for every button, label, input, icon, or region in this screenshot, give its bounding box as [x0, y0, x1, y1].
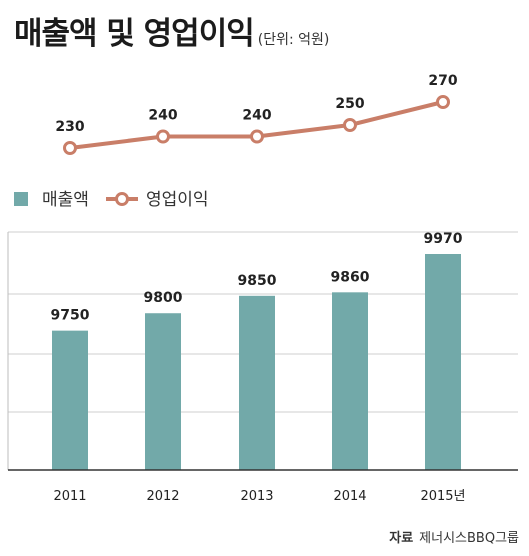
revenue-bar: [332, 292, 368, 470]
revenue-bar: [425, 254, 461, 470]
x-tick-label: 2014: [333, 489, 366, 504]
revenue-label: 9860: [331, 269, 370, 285]
profit-label: 270: [428, 73, 457, 89]
revenue-bar: [52, 330, 88, 470]
profit-label: 250: [335, 96, 364, 112]
legend-profit-label: 영업이익: [146, 190, 209, 210]
x-tick-label: 2012: [146, 489, 179, 504]
chart-title: 매출액 및 영업이익 (단위: 억원): [14, 8, 329, 53]
profit-label: 240: [242, 108, 271, 124]
legend-revenue-label: 매출액: [42, 190, 89, 210]
source-note: 자료 제너시스BBQ그룹: [389, 527, 519, 546]
x-tick-label: 2015년: [420, 489, 465, 504]
profit-point: [156, 129, 170, 144]
source-text: 제너시스BBQ그룹: [419, 531, 519, 546]
profit-label: 230: [55, 119, 84, 135]
source-label: 자료: [389, 531, 414, 546]
title-text: 매출액 및 영업이익: [14, 16, 255, 52]
revenue-bar: [145, 313, 181, 470]
revenue-label: 9850: [238, 273, 277, 289]
profit-point: [250, 129, 264, 144]
legend-revenue-swatch: [14, 192, 28, 206]
profit-point: [436, 95, 450, 109]
x-tick-label: 2013: [240, 489, 273, 504]
revenue-label: 9970: [424, 231, 463, 247]
profit-point: [343, 118, 357, 132]
revenue-bar: [239, 295, 275, 470]
revenue-label: 9750: [51, 308, 90, 324]
unit-label: (단위: 억원): [257, 32, 330, 48]
profit-point: [63, 141, 77, 155]
legend-profit-marker: [115, 192, 129, 206]
x-tick-label: 2011: [53, 489, 86, 504]
profit-label: 240: [148, 108, 177, 124]
revenue-label: 9800: [144, 290, 183, 306]
